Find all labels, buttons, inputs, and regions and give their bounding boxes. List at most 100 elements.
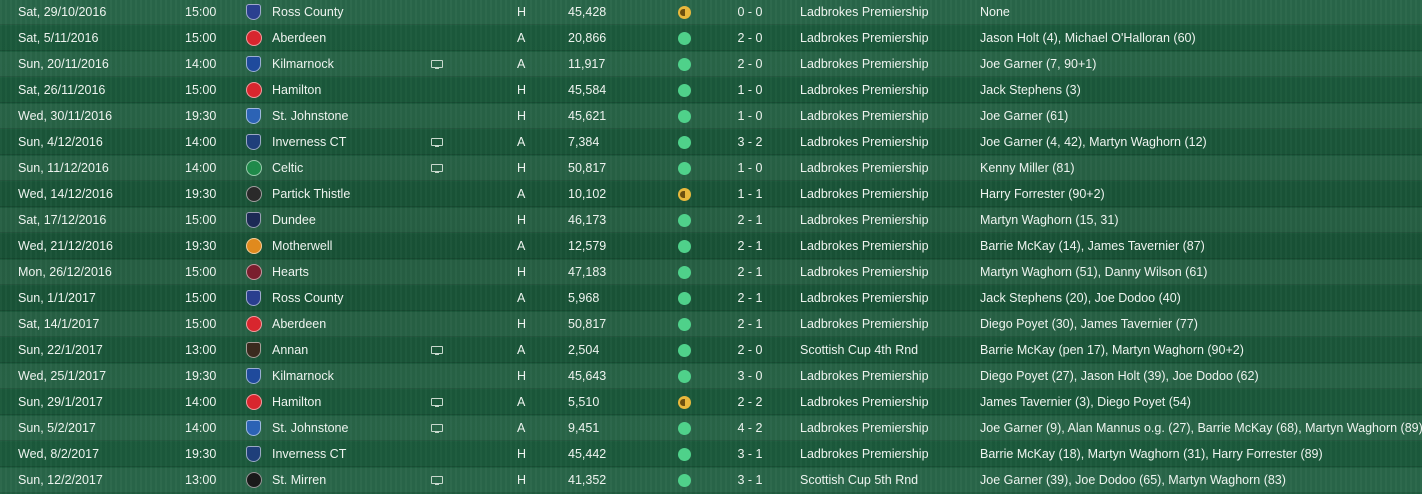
fixture-time: 19:30 <box>185 187 217 201</box>
win-indicator-icon <box>678 370 691 383</box>
fixture-venue: A <box>517 395 526 409</box>
match-score-link[interactable]: 2 - 1 <box>737 291 763 305</box>
competition-link[interactable]: Ladbrokes Premiership <box>800 421 929 435</box>
fixture-row[interactable]: Sun, 20/11/2016 14:00 Kilmarnock A 11,917 2 -… <box>0 52 1422 77</box>
fixture-row[interactable]: Sun, 12/2/2017 13:00 St. Mirren H 41,352 3 - … <box>0 468 1422 493</box>
match-score-link[interactable]: 1 - 0 <box>737 161 763 175</box>
fixture-row[interactable]: Sat, 26/11/2016 15:00 Hamilton H 45,584 1 - 0… <box>0 78 1422 103</box>
opponent-team-link[interactable]: St. Mirren <box>272 473 327 487</box>
fixture-row[interactable]: Sun, 11/12/2016 14:00 Celtic H 50,817 1 - 0 La… <box>0 156 1422 181</box>
fixture-row[interactable]: Sat, 5/11/2016 15:00 Aberdeen A 20,866 2 - 0 L… <box>0 26 1422 51</box>
opponent-team-link[interactable]: St. Johnstone <box>272 109 349 123</box>
match-score-link[interactable]: 2 - 1 <box>737 239 763 253</box>
opponent-team-link[interactable]: Inverness CT <box>272 135 347 149</box>
opponent-team-link[interactable]: Kilmarnock <box>272 369 334 383</box>
opponent-team-link[interactable]: Annan <box>272 343 309 357</box>
kilmarnock-badge-icon <box>246 56 261 72</box>
opponent-team-link[interactable]: Celtic <box>272 161 304 175</box>
fixture-date: Sun, 1/1/2017 <box>18 291 96 305</box>
competition-link[interactable]: Ladbrokes Premiership <box>800 5 929 19</box>
opponent-team-link[interactable]: Hamilton <box>272 395 322 409</box>
goal-scorers: Joe Garner (7, 90+1) <box>980 57 1097 71</box>
competition-link[interactable]: Ladbrokes Premiership <box>800 109 929 123</box>
match-score-link[interactable]: 2 - 0 <box>737 343 763 357</box>
match-score-link[interactable]: 3 - 1 <box>737 447 763 461</box>
competition-link[interactable]: Ladbrokes Premiership <box>800 239 929 253</box>
opponent-team-link[interactable]: Hamilton <box>272 83 322 97</box>
competition-link[interactable]: Ladbrokes Premiership <box>800 395 929 409</box>
opponent-team-link[interactable]: Aberdeen <box>272 31 327 45</box>
fixture-venue: A <box>517 343 526 357</box>
match-score-link[interactable]: 1 - 0 <box>737 83 763 97</box>
fixture-row[interactable]: Sun, 1/1/2017 15:00 Ross County A 5,968 2 - 1… <box>0 286 1422 311</box>
fixture-attendance: 50,817 <box>568 161 607 175</box>
win-indicator-icon <box>678 344 691 357</box>
match-score-link[interactable]: 2 - 0 <box>737 31 763 45</box>
fixture-row[interactable]: Sun, 22/1/2017 13:00 Annan A 2,504 2 - 0 Scott… <box>0 338 1422 363</box>
fixture-attendance: 5,968 <box>568 291 600 305</box>
match-score-link[interactable]: 2 - 1 <box>737 213 763 227</box>
fixture-row[interactable]: Sat, 17/12/2016 15:00 Dundee H 46,173 2 - 1 La… <box>0 208 1422 233</box>
opponent-team-link[interactable]: Aberdeen <box>272 317 327 331</box>
competition-link[interactable]: Ladbrokes Premiership <box>800 161 929 175</box>
fixture-row[interactable]: Wed, 21/12/2016 19:30 Motherwell A 12,579 2 -… <box>0 234 1422 259</box>
fixture-row[interactable]: Sun, 5/2/2017 14:00 St. Johnstone A 9,451 4 -… <box>0 416 1422 441</box>
fixture-row[interactable]: Sun, 4/12/2016 14:00 Inverness CT A 7,384 3 -… <box>0 130 1422 155</box>
match-score-link[interactable]: 1 - 0 <box>737 109 763 123</box>
match-score-link[interactable]: 2 - 1 <box>737 317 763 331</box>
opponent-team-link[interactable]: Hearts <box>272 265 309 279</box>
match-score-link[interactable]: 2 - 2 <box>737 395 763 409</box>
match-score-link[interactable]: 2 - 1 <box>737 265 763 279</box>
opponent-team-link[interactable]: Ross County <box>272 5 344 19</box>
fixture-row[interactable]: Wed, 14/12/2016 19:30 Partick Thistle A 10,1… <box>0 182 1422 207</box>
match-score-link[interactable]: 3 - 1 <box>737 473 763 487</box>
fixture-row[interactable]: Sat, 14/1/2017 15:00 Aberdeen H 50,817 2 - 1 L… <box>0 312 1422 337</box>
match-score-link[interactable]: 4 - 2 <box>737 421 763 435</box>
fixture-time: 14:00 <box>185 161 217 175</box>
goal-scorers: Martyn Waghorn (51), Danny Wilson (61) <box>980 265 1208 279</box>
competition-link[interactable]: Ladbrokes Premiership <box>800 83 929 97</box>
opponent-team-link[interactable]: Dundee <box>272 213 316 227</box>
fixture-row[interactable]: Sun, 29/1/2017 14:00 Hamilton A 5,510 2 - 2 La… <box>0 390 1422 415</box>
competition-link[interactable]: Ladbrokes Premiership <box>800 213 929 227</box>
competition-link[interactable]: Ladbrokes Premiership <box>800 57 929 71</box>
goal-scorers: None <box>980 5 1010 19</box>
opponent-team-link[interactable]: Kilmarnock <box>272 57 334 71</box>
opponent-team-link[interactable]: Ross County <box>272 291 344 305</box>
goal-scorers: Joe Garner (61) <box>980 109 1069 123</box>
win-indicator-icon <box>678 58 691 71</box>
fixture-time: 19:30 <box>185 239 217 253</box>
fixture-date: Wed, 21/12/2016 <box>18 239 113 253</box>
competition-link[interactable]: Scottish Cup 4th Rnd <box>800 343 919 357</box>
match-score-link[interactable]: 1 - 1 <box>737 187 763 201</box>
match-score-link[interactable]: 3 - 0 <box>737 369 763 383</box>
competition-link[interactable]: Ladbrokes Premiership <box>800 187 929 201</box>
tv-cell <box>430 104 444 129</box>
fixture-row[interactable]: Wed, 30/11/2016 19:30 St. Johnstone H 45,621… <box>0 104 1422 129</box>
tv-cell <box>430 182 444 207</box>
match-score-link[interactable]: 0 - 0 <box>737 5 763 19</box>
opponent-team-link[interactable]: Motherwell <box>272 239 333 253</box>
match-score-link[interactable]: 2 - 0 <box>737 57 763 71</box>
opponent-team-link[interactable]: Partick Thistle <box>272 187 351 201</box>
fixture-row[interactable]: Wed, 8/2/2017 19:30 Inverness CT H 45,442 3 -… <box>0 442 1422 467</box>
fixture-date: Sat, 29/10/2016 <box>18 5 107 19</box>
competition-link[interactable]: Ladbrokes Premiership <box>800 135 929 149</box>
competition-link[interactable]: Ladbrokes Premiership <box>800 369 929 383</box>
fixture-row[interactable]: Wed, 25/1/2017 19:30 Kilmarnock H 45,643 3 - … <box>0 364 1422 389</box>
tv-cell <box>430 442 444 467</box>
competition-link[interactable]: Ladbrokes Premiership <box>800 265 929 279</box>
match-score-link[interactable]: 3 - 2 <box>737 135 763 149</box>
fixture-row[interactable]: Mon, 26/12/2016 15:00 Hearts H 47,183 2 - 1 La… <box>0 260 1422 285</box>
competition-link[interactable]: Ladbrokes Premiership <box>800 291 929 305</box>
competition-link[interactable]: Ladbrokes Premiership <box>800 447 929 461</box>
kilmarnock-badge-icon <box>246 368 261 384</box>
competition-link[interactable]: Scottish Cup 5th Rnd <box>800 473 919 487</box>
opponent-team-link[interactable]: St. Johnstone <box>272 421 349 435</box>
opponent-team-link[interactable]: Inverness CT <box>272 447 347 461</box>
competition-link[interactable]: Ladbrokes Premiership <box>800 317 929 331</box>
competition-link[interactable]: Ladbrokes Premiership <box>800 31 929 45</box>
tv-cell <box>430 364 444 389</box>
fixture-row[interactable]: Sat, 29/10/2016 15:00 Ross County H 45,428 0 … <box>0 0 1422 25</box>
tv-cell <box>430 156 444 181</box>
